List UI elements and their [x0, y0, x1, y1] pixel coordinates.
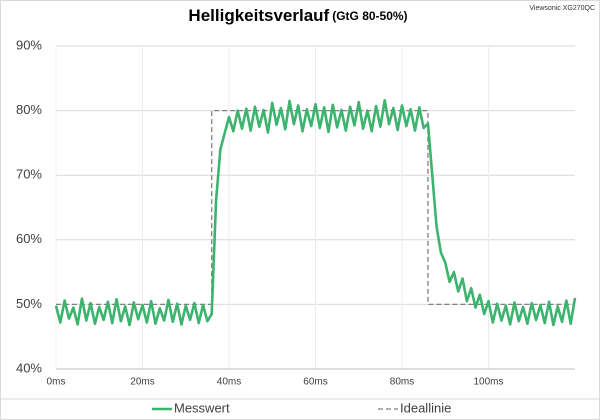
series-line — [54, 98, 577, 327]
y-tick-label: 40% — [16, 360, 42, 375]
x-tick-label: 40ms — [217, 377, 241, 388]
y-tick-label: 90% — [16, 37, 42, 52]
x-tick-label: 80ms — [390, 377, 414, 388]
title: Helligkeitsverlauf — [188, 6, 329, 25]
y-tick-label: 50% — [16, 296, 42, 311]
y-tick-label: 60% — [16, 231, 42, 246]
x-tick-label: 100ms — [473, 377, 503, 388]
x-tick-label: 60ms — [303, 377, 327, 388]
y-tick-label: 80% — [16, 102, 42, 117]
source-note: Viewsonic XG270QC — [529, 5, 595, 12]
legend-label: Ideallinie — [400, 400, 451, 415]
x-tick-label: 0ms — [47, 377, 66, 388]
y-tick-label: 70% — [16, 167, 42, 182]
legend-label: Messwert — [174, 400, 230, 415]
subtitle: (GtG 80-50%) — [332, 9, 407, 23]
chart-title: Helligkeitsverlauf (GtG 80-50%) — [188, 6, 407, 25]
x-tick-label: 20ms — [130, 377, 154, 388]
